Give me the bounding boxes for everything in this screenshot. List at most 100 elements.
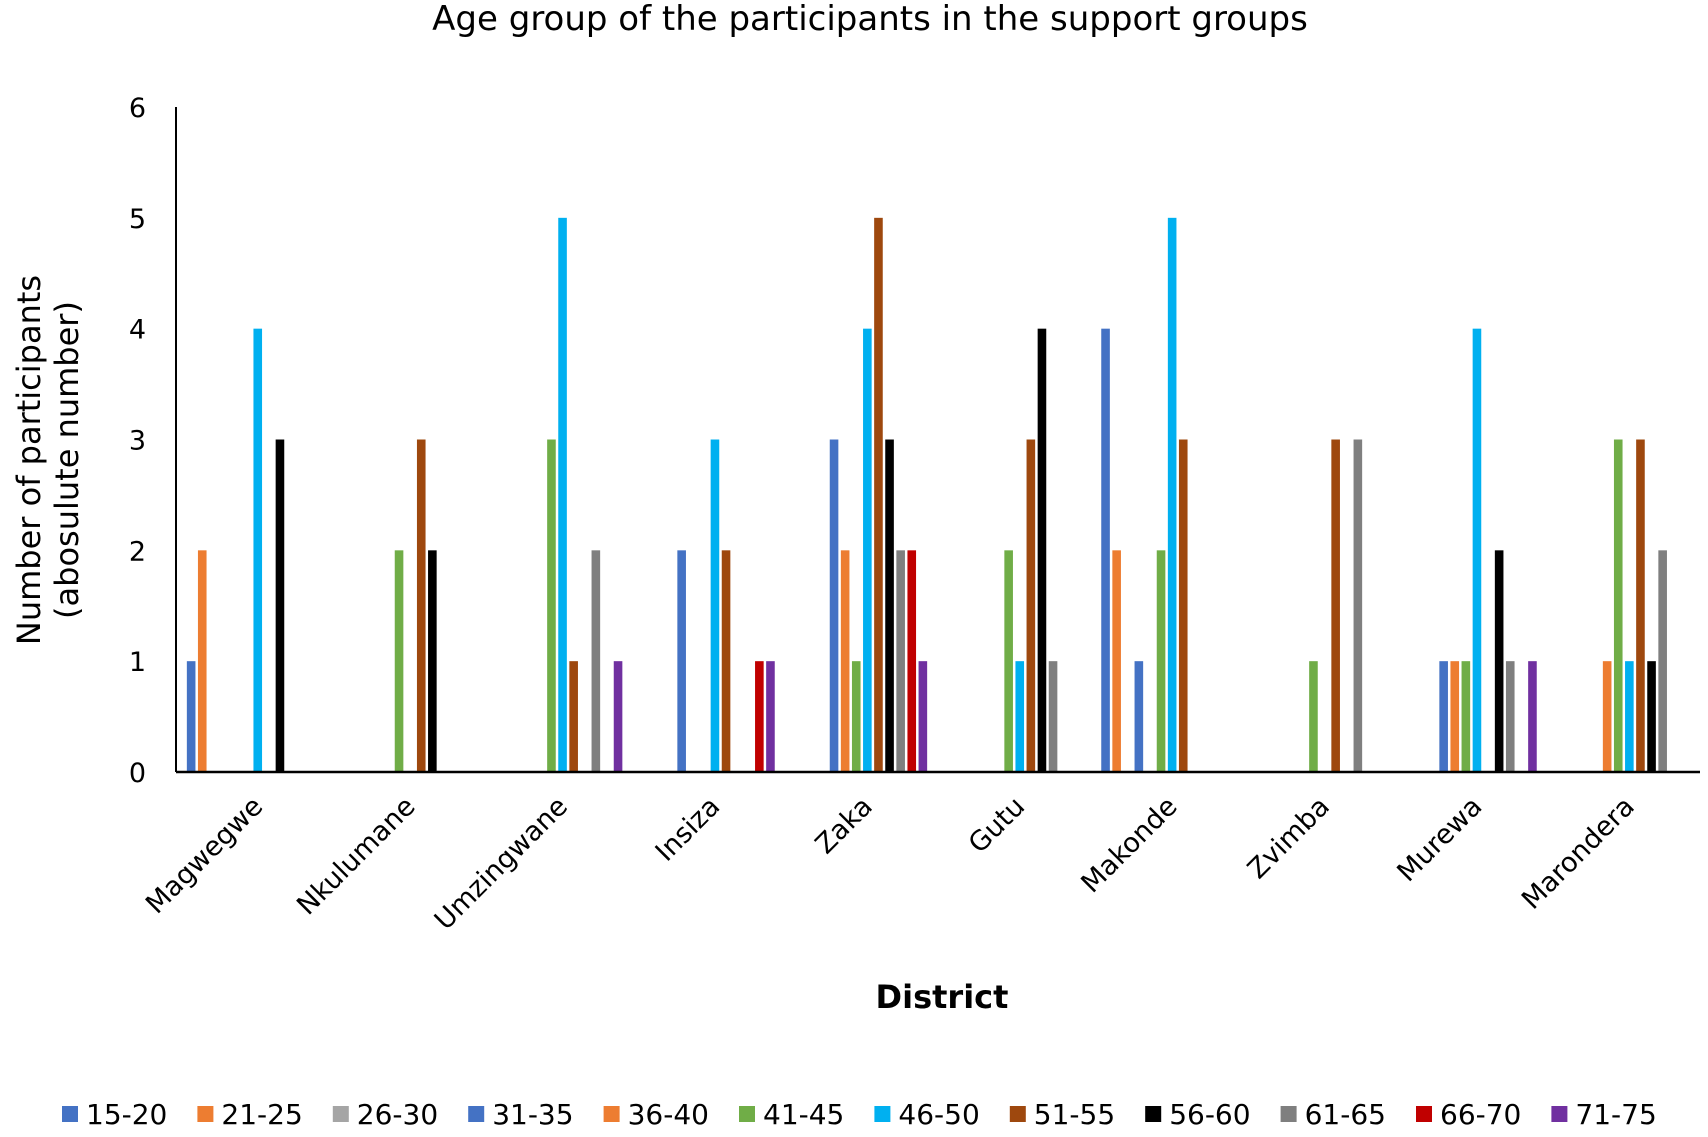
legend-label: 46-50 — [898, 1098, 979, 1131]
legend-swatch — [1145, 1106, 1162, 1122]
legend-swatch — [468, 1106, 485, 1122]
bar — [1613, 439, 1623, 772]
bar — [1037, 328, 1047, 772]
y-tick-label: 6 — [129, 93, 146, 124]
bar — [677, 550, 686, 772]
x-axis-ticks: Magwegwe Nkulumane Umzingwane Insiza Zaka Gut… — [140, 791, 1641, 936]
bar — [829, 439, 839, 772]
bar — [1647, 661, 1656, 772]
bar — [1450, 661, 1460, 772]
legend-item: 56-60 — [1145, 1098, 1251, 1131]
bar — [1048, 661, 1058, 772]
bar — [1101, 328, 1110, 772]
x-tick-label: Magwegwe — [140, 791, 269, 920]
bar — [1472, 328, 1482, 772]
bar — [851, 661, 861, 772]
legend-swatch — [197, 1106, 214, 1122]
legend-item: 41-45 — [739, 1098, 844, 1131]
bar — [896, 550, 905, 772]
legend-swatch — [603, 1106, 620, 1122]
bar — [1178, 439, 1188, 772]
bar — [394, 550, 404, 772]
legend-item: 21-25 — [197, 1098, 303, 1131]
bar — [1658, 550, 1667, 772]
legend-label: 71-75 — [1575, 1098, 1656, 1131]
legend-label: 15-20 — [86, 1098, 167, 1131]
y-tick-label: 0 — [129, 758, 146, 789]
bar — [755, 661, 764, 772]
legend-label: 26-30 — [357, 1098, 438, 1131]
legend-swatch — [62, 1106, 78, 1122]
legend-item: 26-30 — [332, 1098, 438, 1131]
bar — [1026, 439, 1036, 772]
y-tick-label: 1 — [129, 647, 146, 678]
bar — [1625, 661, 1634, 772]
y-axis-ticks: 0 1 2 3 4 5 6 — [129, 93, 146, 789]
bar — [591, 550, 601, 772]
bar — [1015, 661, 1025, 772]
bar — [710, 439, 720, 772]
y-axis-label: Number of participants (abosulute number… — [10, 275, 86, 645]
legend-swatch — [332, 1106, 349, 1122]
legend: 15-20 21-25 26-30 31-35 36-40 41-45 46-50 51-55… — [62, 1098, 1657, 1131]
bar — [1505, 661, 1515, 772]
bar — [1602, 661, 1612, 772]
legend-item: 71-75 — [1551, 1098, 1657, 1131]
bar — [721, 550, 731, 772]
bar — [186, 661, 196, 772]
y-axis-label-line-1: Number of participants — [10, 275, 48, 645]
bar — [840, 550, 850, 772]
legend-item: 31-35 — [468, 1098, 574, 1131]
bar — [907, 550, 917, 772]
bar — [1353, 439, 1363, 772]
legend-swatch — [1416, 1106, 1432, 1122]
legend-label: 61-65 — [1305, 1098, 1386, 1131]
x-tick-label: Makonde — [1075, 791, 1183, 899]
x-axis-label: District — [876, 978, 1009, 1016]
bar — [1494, 550, 1504, 772]
bar — [253, 328, 263, 772]
legend-item: 51-55 — [1009, 1098, 1115, 1131]
legend-label: 31-35 — [492, 1098, 573, 1131]
bar — [874, 217, 883, 772]
x-tick-label: Marondera — [1516, 791, 1641, 916]
legend-swatch — [1551, 1106, 1568, 1122]
bar — [416, 439, 426, 772]
x-tick-label: Insiza — [650, 791, 727, 868]
bar — [1167, 217, 1177, 772]
bar — [197, 550, 207, 772]
axes — [175, 107, 1700, 774]
bar — [613, 661, 623, 772]
bar — [558, 217, 567, 772]
bar — [1461, 661, 1471, 772]
chart-title: Age group of the participants in the sup… — [432, 0, 1308, 39]
bar — [1331, 439, 1340, 772]
bar — [1112, 550, 1121, 772]
bar — [547, 439, 556, 772]
y-tick-label: 5 — [129, 204, 146, 235]
x-tick-label: Zaka — [810, 791, 879, 860]
legend-item: 61-65 — [1280, 1098, 1386, 1131]
x-tick-label: Nkulumane — [291, 791, 421, 921]
y-tick-label: 4 — [129, 315, 146, 346]
bar — [569, 661, 578, 772]
bar — [766, 661, 775, 772]
legend-item: 36-40 — [603, 1098, 709, 1131]
bar — [1528, 661, 1537, 772]
y-tick-label: 2 — [129, 536, 146, 567]
y-axis-label-line-2: (abosulute number) — [48, 301, 86, 619]
bar — [275, 439, 285, 772]
legend-swatch — [874, 1106, 891, 1122]
bar — [1439, 661, 1448, 772]
bar — [863, 328, 872, 772]
legend-label: 21-25 — [221, 1098, 302, 1131]
legend-label: 36-40 — [628, 1098, 709, 1131]
x-tick-label: Umzingwane — [429, 791, 574, 936]
x-tick-label: Murewa — [1391, 791, 1488, 888]
bar — [1636, 439, 1645, 772]
bar — [1134, 661, 1144, 772]
bar — [1156, 550, 1166, 772]
bar — [428, 550, 437, 772]
bar — [885, 439, 894, 772]
